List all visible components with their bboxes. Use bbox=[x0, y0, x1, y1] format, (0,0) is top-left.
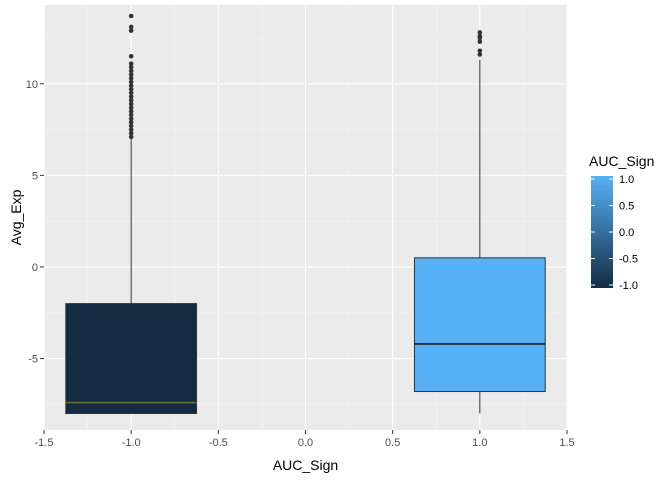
legend: AUC_Sign -1.0 -0.5 0.0 0.5 1.0 bbox=[589, 153, 654, 292]
x-tick-label: 1.5 bbox=[559, 437, 574, 449]
outlier-point bbox=[477, 30, 483, 35]
legend-tick-label: -1.0 bbox=[619, 280, 638, 292]
outlier-point bbox=[128, 123, 134, 129]
outlier-point bbox=[128, 61, 134, 66]
legend-tick-label: 1.0 bbox=[619, 174, 634, 186]
outlier-point bbox=[477, 39, 483, 44]
y-tick-label: 10 bbox=[26, 79, 38, 91]
outlier-point bbox=[128, 83, 134, 88]
y-tick-label: 5 bbox=[32, 170, 38, 182]
outlier-point bbox=[477, 33, 483, 39]
outlier-point bbox=[128, 24, 134, 30]
outlier-point bbox=[477, 52, 483, 57]
x-tick-label: 0.0 bbox=[298, 437, 313, 449]
x-axis: -1.5 -1.0 -0.5 0.0 0.5 1.0 1.5 bbox=[35, 430, 575, 449]
x-tick-label: -1.0 bbox=[122, 437, 141, 449]
outlier-point bbox=[128, 68, 134, 74]
x-tick-label: 0.5 bbox=[385, 437, 400, 449]
outlier-point bbox=[128, 75, 134, 81]
outlier-point bbox=[128, 108, 134, 114]
legend-title: AUC_Sign bbox=[589, 153, 654, 169]
outlier-point bbox=[128, 13, 134, 19]
boxes bbox=[65, 13, 546, 415]
legend-tick-label: -0.5 bbox=[619, 254, 638, 266]
y-tick-label: 0 bbox=[32, 262, 38, 274]
y-tick-label: -5 bbox=[28, 354, 38, 366]
outlier-point bbox=[128, 94, 134, 99]
legend-tick-label: 0.5 bbox=[619, 201, 634, 213]
outlier-point bbox=[128, 79, 134, 85]
box-iqr bbox=[413, 257, 546, 393]
outlier-point bbox=[128, 112, 134, 118]
x-tick-label: -0.5 bbox=[209, 437, 228, 449]
outlier-point bbox=[128, 53, 134, 59]
outlier-point bbox=[128, 134, 134, 140]
outlier-point bbox=[128, 116, 134, 121]
y-axis: -5 0 5 10 bbox=[26, 79, 44, 366]
legend-colorbar bbox=[591, 176, 613, 288]
outlier-point bbox=[128, 28, 134, 33]
outlier-point bbox=[128, 86, 134, 92]
outlier-point bbox=[477, 48, 483, 54]
legend-ticks: -1.0 -0.5 0.0 0.5 1.0 bbox=[591, 174, 638, 292]
outlier-point bbox=[128, 72, 134, 77]
outlier-point bbox=[128, 130, 134, 136]
outlier-point bbox=[128, 127, 134, 132]
x-axis-title: AUC_Sign bbox=[273, 457, 338, 473]
x-tick-label: 1.0 bbox=[472, 437, 487, 449]
outlier-point bbox=[128, 90, 134, 96]
outlier-point bbox=[128, 64, 134, 70]
x-tick-label: -1.5 bbox=[35, 437, 54, 449]
outlier-point bbox=[128, 101, 134, 107]
legend-tick-label: 0.0 bbox=[619, 227, 634, 239]
box-iqr bbox=[65, 303, 198, 415]
outlier-point bbox=[128, 105, 134, 110]
y-axis-title: Avg_Exp bbox=[8, 189, 24, 245]
box-group bbox=[413, 30, 546, 414]
box-group bbox=[65, 13, 198, 415]
outlier-point bbox=[128, 119, 134, 125]
outlier-point bbox=[128, 97, 134, 103]
